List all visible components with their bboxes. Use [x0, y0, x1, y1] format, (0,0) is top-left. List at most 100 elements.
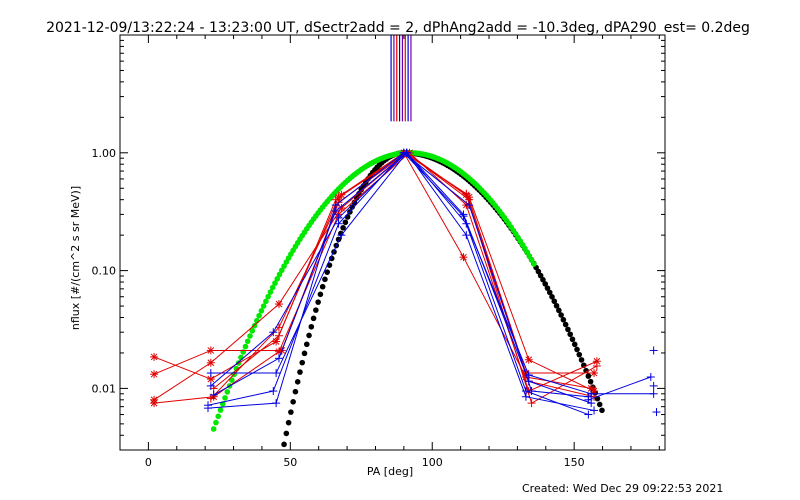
black-fit-point — [313, 307, 319, 313]
black-fit-point — [319, 283, 326, 290]
black-fit-point — [567, 331, 573, 338]
green-fit-point — [256, 312, 262, 319]
y-tick-label: 0.01 — [92, 382, 117, 395]
black-fit-point — [585, 373, 592, 379]
black-fit-point — [562, 321, 569, 328]
green-fit-point — [210, 426, 217, 432]
black-fit-point — [342, 219, 349, 226]
green-fit-point — [244, 338, 251, 345]
green-fit-point — [215, 413, 222, 420]
black-fit-point — [578, 357, 585, 363]
data-point-marker — [150, 370, 158, 378]
black-fit-point — [294, 378, 301, 385]
black-fit-point — [281, 441, 287, 448]
black-fit-point — [308, 323, 315, 330]
green-fit-point — [249, 328, 256, 334]
black-fit-point — [285, 419, 292, 426]
plot-frame — [119, 34, 666, 451]
x-tick-label: 50 — [283, 456, 297, 469]
black-fit-point — [596, 401, 603, 408]
green-fit-point — [247, 333, 253, 339]
x-axis-label: PA [deg] — [367, 465, 413, 478]
black-fit-point — [583, 367, 589, 374]
black-fit-point — [599, 407, 605, 414]
data-point-marker — [150, 353, 158, 361]
black-fit-point — [290, 399, 296, 405]
green-fit-point — [265, 293, 271, 300]
green-fit-point — [222, 395, 228, 401]
data-point-marker — [460, 253, 467, 261]
data-point-marker — [587, 385, 595, 392]
green-fit-point — [269, 284, 276, 291]
y-tick-label: 1.00 — [92, 147, 117, 160]
black-fit-point — [537, 272, 544, 279]
black-fit-point — [574, 346, 580, 353]
black-fit-point — [292, 388, 299, 395]
x-tick-label: 0 — [145, 456, 152, 469]
data-point-marker — [590, 369, 598, 377]
black-fit-point — [560, 316, 567, 323]
black-fit-point — [571, 341, 578, 348]
black-fit-point — [322, 276, 328, 283]
black-fit-point — [576, 351, 583, 358]
black-fit-point — [556, 307, 562, 314]
black-fit-point — [540, 276, 546, 283]
black-fit-point — [558, 312, 564, 318]
y-tick-label: 0.10 — [92, 265, 117, 278]
black-fit-point — [553, 302, 560, 309]
created-footer: Created: Wed Dec 29 09:22:53 2021 — [522, 482, 723, 495]
green-fit-point — [213, 419, 219, 426]
axes-group: 0 50 100 150 0.01 0.10 1.00 — [92, 35, 665, 469]
green-fit-point — [242, 343, 249, 350]
black-fit-point — [317, 291, 324, 298]
y-axis-label: nflux [#/(cm^2 s sr MeV)] — [69, 186, 82, 330]
black-fit-point — [569, 336, 576, 343]
green-fit-point — [531, 261, 537, 267]
data-point-marker — [207, 375, 215, 383]
black-fit-point — [306, 332, 312, 339]
green-fit-point — [217, 407, 224, 413]
data-point-marker — [338, 204, 345, 212]
green-fit-point — [281, 263, 287, 269]
black-fit-point — [551, 298, 558, 305]
black-fit-point — [301, 350, 308, 357]
black-fit-point — [546, 289, 553, 296]
black-fit-point — [315, 299, 321, 305]
black-fit-point — [344, 214, 351, 220]
black-fit-point — [544, 285, 551, 291]
data-point-marker — [150, 399, 158, 407]
data-series-group — [150, 148, 661, 419]
black-fit-point — [324, 269, 331, 275]
black-fit-point — [549, 294, 555, 300]
data-point-marker — [275, 300, 283, 308]
data-point-marker — [207, 347, 215, 354]
green-fit-point — [274, 275, 281, 282]
green-fit-point — [276, 271, 283, 278]
black-fit-point — [288, 409, 294, 415]
green-fit-point — [278, 267, 285, 274]
series-line — [153, 152, 595, 401]
green-fit-point — [267, 289, 274, 295]
series-line — [588, 376, 651, 401]
black-fit-point — [565, 326, 571, 333]
data-point-marker — [207, 359, 215, 367]
black-fit-point — [340, 224, 346, 231]
black-fit-point — [310, 315, 317, 322]
black-fit-point — [303, 341, 310, 348]
green-fit-point — [224, 389, 231, 395]
black-fit-point — [297, 369, 303, 375]
black-fit-point — [328, 255, 335, 262]
green-fit-point — [258, 308, 265, 314]
black-fit-point — [542, 281, 549, 287]
vertical-lines-group — [390, 35, 412, 122]
x-tick-label: 100 — [422, 456, 443, 469]
black-fit-point — [587, 378, 594, 385]
chart-title: 2021-12-09/13:22:24 - 13:23:00 UT, dSect… — [46, 20, 750, 36]
black-fit-point — [283, 430, 290, 437]
data-point-marker — [272, 338, 280, 345]
x-tick-label: 150 — [564, 456, 585, 469]
green-fit-point — [260, 303, 267, 309]
black-fit-point — [299, 359, 306, 366]
green-fit-point — [263, 298, 269, 305]
